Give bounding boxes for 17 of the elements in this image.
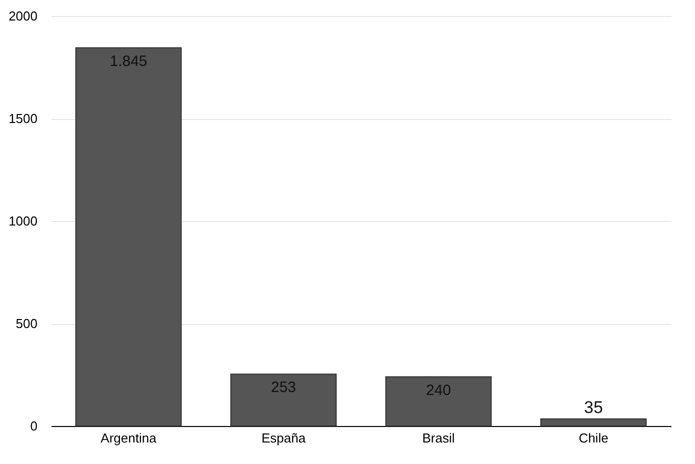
bar xyxy=(230,374,337,426)
y-tick-label: 2000 xyxy=(8,8,38,24)
data-label: 1.845 xyxy=(110,52,148,70)
bar xyxy=(540,418,647,426)
data-label: 253 xyxy=(270,379,296,396)
data-label: 240 xyxy=(426,382,452,399)
data-label: 35 xyxy=(584,398,603,417)
y-tick-label: 1000 xyxy=(8,214,38,228)
x-tick-label: España xyxy=(261,430,306,446)
y-tick-label: 500 xyxy=(16,316,38,331)
x-tick-label: Chile xyxy=(578,430,608,446)
bar xyxy=(75,47,182,426)
y-tick-label: 1500 xyxy=(8,111,38,126)
x-tick-label: Argentina xyxy=(100,430,158,446)
y-tick-label: 0 xyxy=(30,418,38,434)
x-tick-label: Brasil xyxy=(422,430,455,446)
bar xyxy=(385,376,492,426)
